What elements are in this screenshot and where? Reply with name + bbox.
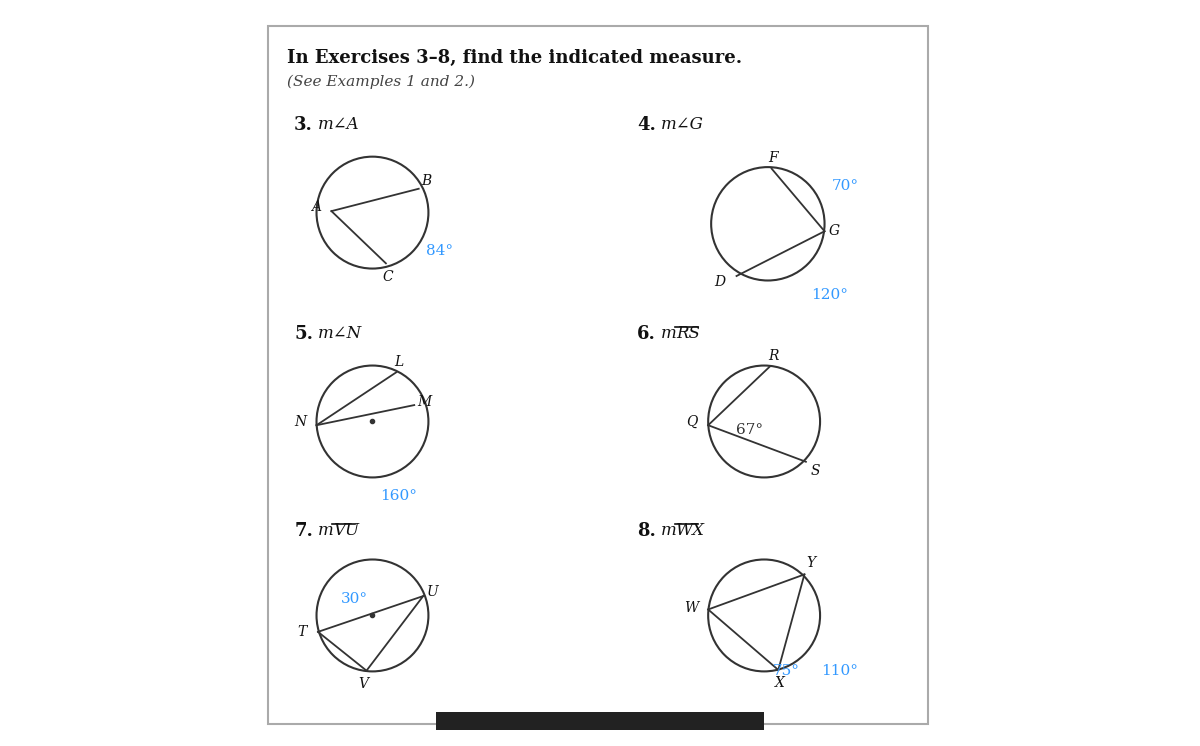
Text: 30°: 30° xyxy=(341,592,368,606)
Text: (See Examples 1 and 2.): (See Examples 1 and 2.) xyxy=(287,75,475,89)
Text: VU: VU xyxy=(332,522,359,539)
Text: m∠N: m∠N xyxy=(318,325,362,342)
Text: 7.: 7. xyxy=(294,522,313,540)
Bar xyxy=(436,712,764,730)
Text: X: X xyxy=(775,677,785,690)
Text: m: m xyxy=(661,522,677,539)
Text: m: m xyxy=(318,522,334,539)
Text: T: T xyxy=(296,625,306,639)
Text: W: W xyxy=(684,601,698,615)
FancyBboxPatch shape xyxy=(268,26,929,724)
Text: R: R xyxy=(768,349,779,363)
Text: Y: Y xyxy=(806,557,816,570)
Text: 110°: 110° xyxy=(821,664,858,677)
Text: U: U xyxy=(427,585,439,598)
Text: 84°: 84° xyxy=(426,245,454,258)
Text: S: S xyxy=(811,464,821,477)
Text: 75°: 75° xyxy=(773,664,800,677)
Text: m∠A: m∠A xyxy=(318,116,360,133)
Text: V: V xyxy=(359,677,368,691)
Text: 4.: 4. xyxy=(637,116,656,134)
Text: 160°: 160° xyxy=(380,489,416,503)
Text: B: B xyxy=(421,175,431,188)
Text: N: N xyxy=(294,416,306,429)
Text: m: m xyxy=(661,325,677,342)
Text: A: A xyxy=(312,201,322,214)
Text: D: D xyxy=(714,275,726,289)
Text: 3.: 3. xyxy=(294,116,313,134)
Text: WX: WX xyxy=(676,522,706,539)
Text: RS: RS xyxy=(676,325,700,342)
Text: Q: Q xyxy=(686,416,697,429)
Text: 6.: 6. xyxy=(637,325,656,342)
Text: 120°: 120° xyxy=(811,289,848,302)
Text: 5.: 5. xyxy=(294,325,313,342)
Text: C: C xyxy=(383,270,394,283)
Text: In Exercises 3–8, find the indicated measure.: In Exercises 3–8, find the indicated mea… xyxy=(287,48,742,66)
Text: M: M xyxy=(416,395,431,409)
Text: G: G xyxy=(829,225,840,238)
Text: 8.: 8. xyxy=(637,522,656,540)
Text: 70°: 70° xyxy=(832,180,858,193)
Text: L: L xyxy=(395,355,404,369)
Text: 67°: 67° xyxy=(736,424,763,437)
Text: F: F xyxy=(768,151,778,165)
Text: m∠G: m∠G xyxy=(661,116,704,133)
